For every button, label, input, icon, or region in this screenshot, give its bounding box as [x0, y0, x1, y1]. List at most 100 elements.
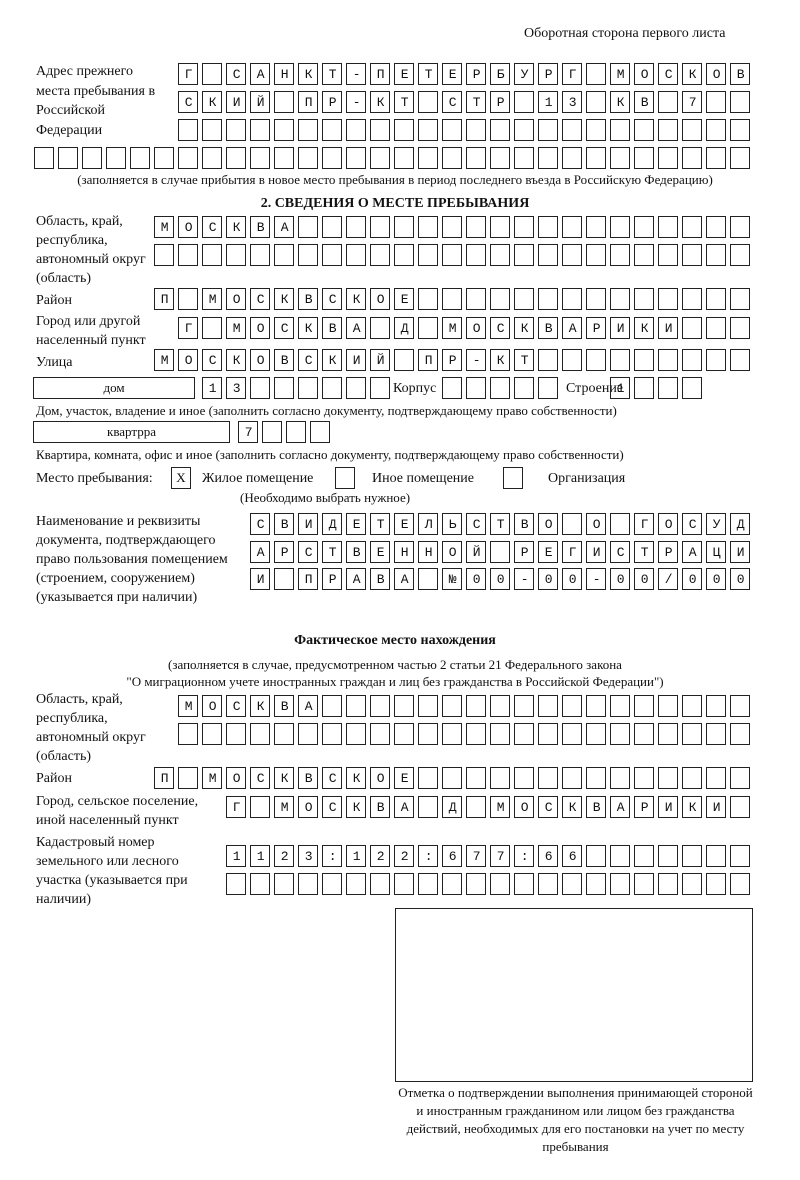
- char-cell[interactable]: [298, 513, 318, 535]
- char-cell[interactable]: [370, 845, 390, 867]
- char-cell[interactable]: [298, 288, 318, 310]
- char-cell[interactable]: [34, 147, 54, 169]
- char-cell[interactable]: [418, 288, 438, 310]
- char-cell[interactable]: [466, 873, 486, 895]
- char-cell[interactable]: [586, 845, 606, 867]
- char-cell[interactable]: [562, 873, 582, 895]
- char-cell[interactable]: [682, 288, 702, 310]
- char-cell[interactable]: [370, 796, 390, 818]
- char-cell[interactable]: [490, 796, 510, 818]
- char-cell[interactable]: [634, 377, 654, 399]
- char-cell[interactable]: [154, 147, 174, 169]
- char-cell[interactable]: [226, 288, 246, 310]
- char-cell[interactable]: [370, 513, 390, 535]
- char-cell[interactable]: [346, 63, 366, 85]
- char-cell[interactable]: [346, 845, 366, 867]
- char-cell[interactable]: [538, 63, 558, 85]
- char-cell[interactable]: [586, 723, 606, 745]
- char-cell[interactable]: [514, 119, 534, 141]
- char-cell[interactable]: [538, 91, 558, 113]
- char-cell[interactable]: [634, 317, 654, 339]
- char-cell[interactable]: [370, 288, 390, 310]
- char-cell[interactable]: [682, 91, 702, 113]
- char-cell[interactable]: [274, 541, 294, 563]
- char-cell[interactable]: [706, 541, 726, 563]
- char-cell[interactable]: [706, 91, 726, 113]
- char-cell[interactable]: [250, 723, 270, 745]
- char-cell[interactable]: [682, 317, 702, 339]
- char-cell[interactable]: [634, 513, 654, 535]
- char-cell[interactable]: [226, 244, 246, 266]
- char-cell[interactable]: [442, 873, 462, 895]
- char-cell[interactable]: [322, 723, 342, 745]
- char-cell[interactable]: [394, 568, 414, 590]
- char-cell[interactable]: [562, 513, 582, 535]
- char-cell[interactable]: [706, 63, 726, 85]
- char-cell[interactable]: [586, 541, 606, 563]
- char-cell[interactable]: [274, 723, 294, 745]
- char-cell[interactable]: [298, 873, 318, 895]
- char-cell[interactable]: [442, 723, 462, 745]
- char-cell[interactable]: [394, 216, 414, 238]
- char-cell[interactable]: [274, 63, 294, 85]
- char-cell[interactable]: [178, 767, 198, 789]
- char-cell[interactable]: [490, 317, 510, 339]
- char-cell[interactable]: [730, 349, 750, 371]
- char-cell[interactable]: [658, 541, 678, 563]
- char-cell[interactable]: [706, 288, 726, 310]
- char-cell[interactable]: [394, 513, 414, 535]
- char-cell[interactable]: [610, 216, 630, 238]
- char-cell[interactable]: [274, 317, 294, 339]
- char-cell[interactable]: [466, 244, 486, 266]
- char-cell[interactable]: [634, 63, 654, 85]
- char-cell[interactable]: [634, 873, 654, 895]
- char-cell[interactable]: [250, 767, 270, 789]
- char-cell[interactable]: [730, 147, 750, 169]
- char-cell[interactable]: [346, 513, 366, 535]
- char-cell[interactable]: [682, 513, 702, 535]
- char-cell[interactable]: [298, 147, 318, 169]
- char-cell[interactable]: [490, 91, 510, 113]
- char-cell[interactable]: [490, 723, 510, 745]
- char-cell[interactable]: [418, 349, 438, 371]
- char-cell[interactable]: [634, 216, 654, 238]
- char-cell[interactable]: [730, 317, 750, 339]
- char-cell[interactable]: [658, 119, 678, 141]
- char-cell[interactable]: [682, 216, 702, 238]
- char-cell[interactable]: [562, 244, 582, 266]
- char-cell[interactable]: [634, 695, 654, 717]
- char-cell[interactable]: [418, 568, 438, 590]
- char-cell[interactable]: [634, 796, 654, 818]
- char-cell[interactable]: [658, 723, 678, 745]
- char-cell[interactable]: [634, 147, 654, 169]
- char-cell[interactable]: [658, 873, 678, 895]
- confirmation-stamp-box[interactable]: [395, 908, 753, 1082]
- char-cell[interactable]: [394, 873, 414, 895]
- char-cell[interactable]: [394, 317, 414, 339]
- char-cell[interactable]: [322, 288, 342, 310]
- char-cell[interactable]: [202, 119, 222, 141]
- char-cell[interactable]: [514, 147, 534, 169]
- char-cell[interactable]: [442, 63, 462, 85]
- char-cell[interactable]: [466, 63, 486, 85]
- char-cell[interactable]: [610, 873, 630, 895]
- char-cell[interactable]: [538, 767, 558, 789]
- char-cell[interactable]: [562, 91, 582, 113]
- char-cell[interactable]: [250, 541, 270, 563]
- char-cell[interactable]: [178, 91, 198, 113]
- char-cell[interactable]: [82, 147, 102, 169]
- char-cell[interactable]: [370, 349, 390, 371]
- char-cell[interactable]: [538, 377, 558, 399]
- char-cell[interactable]: [490, 873, 510, 895]
- char-cell[interactable]: [586, 147, 606, 169]
- char-cell[interactable]: [706, 244, 726, 266]
- apartment-type-field[interactable]: квартрра: [33, 421, 230, 443]
- char-cell[interactable]: [538, 568, 558, 590]
- char-cell[interactable]: [274, 147, 294, 169]
- char-cell[interactable]: [418, 845, 438, 867]
- char-cell[interactable]: [442, 767, 462, 789]
- char-cell[interactable]: [178, 349, 198, 371]
- char-cell[interactable]: [370, 91, 390, 113]
- char-cell[interactable]: [634, 244, 654, 266]
- char-cell[interactable]: [706, 147, 726, 169]
